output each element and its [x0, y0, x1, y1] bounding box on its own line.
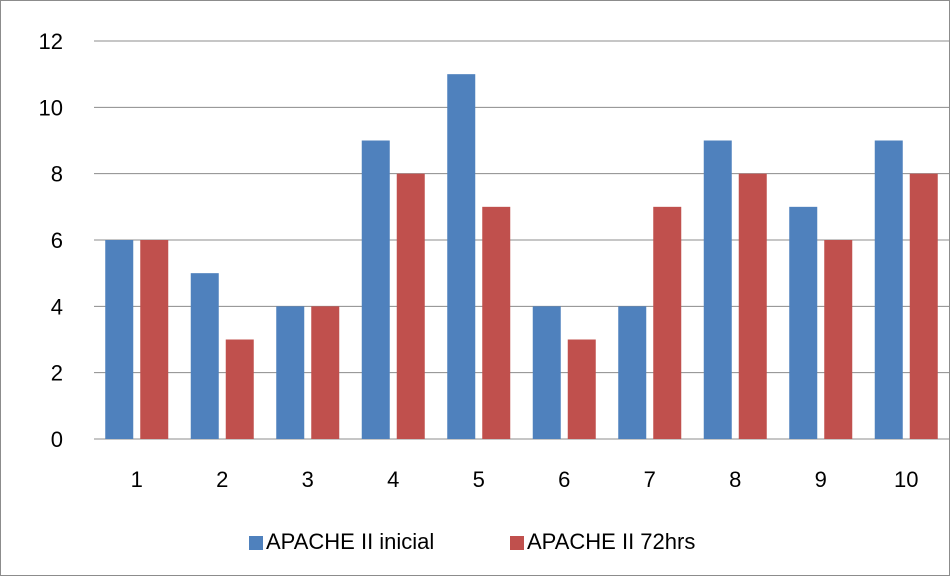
y-tick-label: 4 [51, 294, 63, 319]
y-tick-label: 10 [39, 95, 63, 120]
x-tick-label: 2 [216, 467, 228, 492]
bar-inicial-9 [789, 206, 818, 439]
bar-72hrs-5 [482, 206, 511, 439]
bar-inicial-7 [618, 306, 647, 439]
x-tick-label: 4 [387, 467, 399, 492]
bar-72hrs-7 [653, 206, 682, 439]
x-tick-label: 1 [131, 467, 143, 492]
x-tick-label: 5 [473, 467, 485, 492]
x-axis-ticks: 1 2 3 4 5 6 7 8 9 10 [131, 467, 919, 492]
legend-label: APACHE II 72hrs [527, 529, 695, 554]
y-tick-label: 12 [39, 29, 63, 54]
x-tick-label: 7 [644, 467, 656, 492]
gridlines [94, 40, 949, 440]
y-tick-label: 8 [51, 162, 63, 187]
y-axis-ticks: 0 2 4 6 8 10 12 [39, 29, 63, 452]
bar-72hrs-8 [738, 173, 767, 439]
legend: APACHE II inicial APACHE II 72hrs [249, 529, 695, 554]
y-tick-label: 6 [51, 228, 63, 253]
legend-swatch [249, 536, 263, 550]
x-tick-label: 10 [894, 467, 918, 492]
y-tick-label: 2 [51, 361, 63, 386]
bar-inicial-3 [276, 306, 305, 439]
bar-inicial-2 [190, 273, 219, 439]
legend-label: APACHE II inicial [266, 529, 434, 554]
x-tick-label: 3 [302, 467, 314, 492]
bar-inicial-5 [447, 74, 476, 440]
y-tick-label: 0 [51, 427, 63, 452]
bar-72hrs-4 [396, 173, 425, 439]
x-tick-label: 9 [815, 467, 827, 492]
bar-inicial-1 [105, 240, 134, 439]
bar-72hrs-9 [824, 240, 853, 439]
bar-72hrs-2 [225, 339, 254, 439]
x-tick-label: 8 [729, 467, 741, 492]
bar-72hrs-10 [909, 173, 938, 439]
bar-inicial-8 [703, 140, 732, 439]
bars [105, 74, 938, 440]
bar-inicial-10 [874, 140, 903, 439]
bar-inicial-6 [532, 306, 561, 439]
bar-72hrs-6 [567, 339, 596, 439]
bar-inicial-4 [361, 140, 390, 439]
bar-72hrs-1 [140, 240, 169, 439]
bar-72hrs-3 [311, 306, 340, 439]
legend-swatch [510, 536, 524, 550]
x-tick-label: 6 [558, 467, 570, 492]
